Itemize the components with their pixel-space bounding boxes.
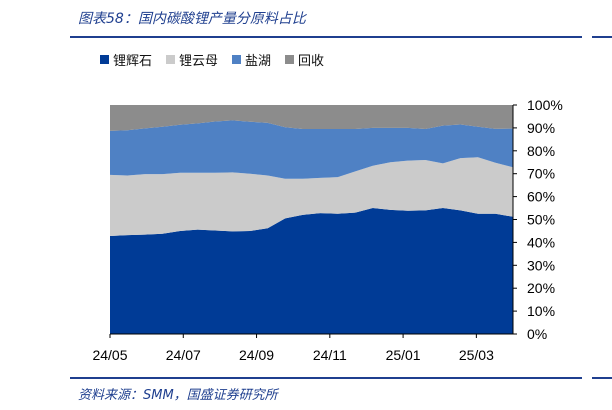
legend-swatch-spodumene (100, 55, 109, 64)
legend-item-recycling: 回收 (285, 50, 324, 69)
source-note: 资料来源：SMM，国盛证券研究所 (78, 388, 278, 403)
x-tick-label: 24/05 (92, 347, 127, 363)
bottom-rule (70, 377, 582, 379)
chart-legend: 锂辉石 锂云母 盐湖 回收 (100, 50, 324, 69)
y-tick-label: 80% (527, 143, 555, 159)
x-tick-label: 24/09 (239, 347, 274, 363)
area-spodumene (110, 208, 513, 334)
y-tick-label: 60% (527, 189, 555, 205)
legend-swatch-lepidolite (166, 55, 176, 64)
y-tick-label: 30% (527, 257, 555, 273)
legend-label-salt-lake: 盐湖 (245, 54, 272, 69)
y-tick-label: 50% (527, 212, 555, 228)
figure-title: 图表58：国内碳酸锂产量分原料占比 (78, 11, 306, 27)
legend-item-salt-lake: 盐湖 (232, 50, 271, 69)
legend-swatch-recycling (285, 55, 295, 64)
legend-item-lepidolite: 锂云母 (166, 50, 218, 69)
y-tick-label: 100% (527, 97, 563, 113)
x-tick-label: 25/03 (459, 347, 494, 363)
bottom-rule-tail (592, 377, 612, 379)
y-tick-label: 10% (527, 303, 555, 319)
top-rule (70, 36, 582, 38)
x-tick-label: 24/11 (313, 347, 347, 363)
y-tick-label: 40% (527, 234, 555, 250)
legend-item-spodumene: 锂辉石 (100, 50, 152, 69)
legend-label-lepidolite: 锂云母 (179, 54, 219, 69)
area-salt-lake (110, 120, 513, 179)
y-tick-label: 90% (527, 120, 555, 136)
legend-label-spodumene: 锂辉石 (113, 54, 153, 69)
legend-swatch-salt-lake (232, 55, 242, 64)
area-recycling (110, 105, 513, 131)
x-tick-label: 25/01 (386, 347, 421, 363)
legend-label-recycling: 回收 (298, 54, 325, 69)
top-rule-tail (592, 36, 612, 38)
area-lepidolite (110, 157, 513, 236)
y-tick-label: 20% (527, 280, 555, 296)
y-tick-label: 70% (527, 166, 555, 182)
x-tick-label: 24/07 (166, 347, 201, 363)
y-tick-label: 0% (527, 326, 547, 342)
